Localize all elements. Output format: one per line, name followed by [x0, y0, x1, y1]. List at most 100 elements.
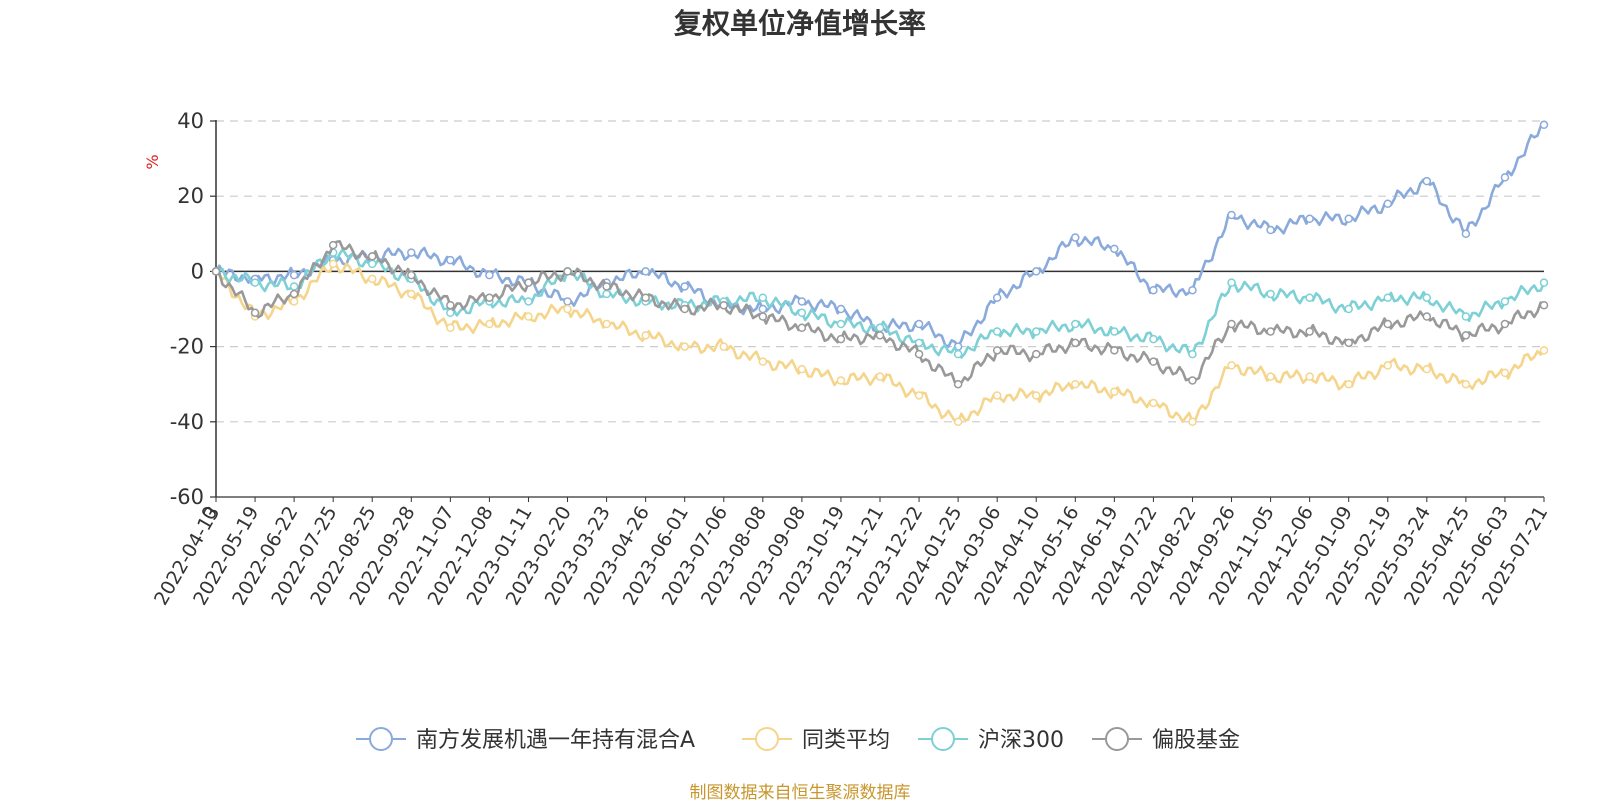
- series-1-point-20: [992, 391, 1002, 400]
- series-1-point-31: [1422, 364, 1432, 374]
- y-tick-label-5: -60: [170, 485, 204, 509]
- series-0-point-6: [446, 255, 455, 265]
- series-1-point-6: [446, 323, 455, 333]
- series-3-point-20: [992, 346, 1002, 355]
- series-3-point-1: [250, 308, 260, 318]
- series-0-point-34: [1539, 120, 1549, 130]
- series-1-point-30: [1383, 361, 1393, 370]
- series-1-point-21: [1031, 391, 1041, 400]
- series-lines: [211, 120, 1549, 427]
- series-0-point-18: [914, 319, 924, 329]
- series-0-point-28: [1305, 214, 1314, 224]
- series-0-point-9: [563, 297, 572, 306]
- legend-label-3[interactable]: 偏股基金: [1152, 728, 1240, 753]
- series-2-point-10: [602, 289, 611, 299]
- x-axis-ticks: 02022-04-132022-05-192022-06-222022-07-2…: [150, 497, 1552, 609]
- series-0-point-32: [1461, 229, 1471, 239]
- series-3-point-26: [1227, 319, 1236, 329]
- series-3-point-25: [1188, 376, 1197, 385]
- series-0-point-20: [992, 293, 1002, 302]
- series-1-point-27: [1266, 372, 1275, 381]
- series-1-point-26: [1227, 361, 1236, 370]
- series-3-point-4: [367, 252, 377, 261]
- series-3-point-14: [758, 312, 768, 321]
- series-3-point-18: [914, 349, 924, 359]
- series-1-point-11: [641, 331, 650, 340]
- series-3-point-28: [1305, 327, 1314, 336]
- chart-title: 复权单位净值增长率: [673, 7, 926, 40]
- series-3-point-30: [1383, 319, 1393, 329]
- series-1-point-16: [836, 376, 846, 385]
- series-0-point-31: [1422, 176, 1432, 186]
- y-axis-ticks: 40 20 0 -20 -40 -60: [170, 109, 216, 509]
- series-3-point-16: [836, 334, 846, 344]
- series-3-point-19: [953, 379, 963, 389]
- series-3-point-21: [1031, 349, 1041, 359]
- series-2-point-33: [1500, 297, 1510, 306]
- series-1-point-2: [289, 297, 299, 306]
- series-3-point-10: [602, 282, 611, 291]
- series-2-point-28: [1305, 293, 1314, 302]
- series-1-point-17: [875, 372, 885, 381]
- series-3-point-7: [485, 293, 494, 302]
- series-2-point-19: [953, 349, 963, 359]
- series-2-point-8: [524, 297, 533, 306]
- series-2-point-23: [1110, 327, 1119, 336]
- series-0-point-24: [1149, 285, 1158, 295]
- series-2-point-24: [1149, 334, 1158, 344]
- series-1-point-10: [602, 319, 611, 329]
- series-2-point-2: [289, 282, 299, 291]
- series-3-point-6: [446, 300, 455, 310]
- series-1-point-23: [1110, 387, 1119, 396]
- series-3-point-8: [524, 278, 533, 287]
- series-3-point-23: [1110, 346, 1119, 355]
- series-0-point-11: [641, 267, 650, 276]
- series-1-point-3: [328, 259, 338, 269]
- series-3-point-15: [797, 323, 807, 333]
- y-tick-label-1: 20: [177, 184, 204, 208]
- series-3-point-2: [289, 289, 299, 299]
- legend-label-1[interactable]: 同类平均: [802, 728, 890, 753]
- series-3-point-11: [641, 293, 650, 302]
- legend-marker-0: [369, 727, 393, 751]
- legend-marker-3: [1105, 727, 1129, 751]
- series-2-point-4: [367, 259, 377, 269]
- series-0-point-25: [1188, 285, 1197, 295]
- series-1-point-25: [1188, 417, 1197, 427]
- series-0-point-29: [1344, 214, 1353, 224]
- legend-marker-1: [755, 727, 779, 751]
- legend-marker-2: [931, 727, 955, 751]
- series-2-point-18: [914, 338, 924, 348]
- series-1-point-19: [953, 417, 963, 427]
- series-2-point-17: [875, 323, 885, 333]
- legend: 南方发展机遇一年持有混合A 同类平均 沪深300 偏股基金: [356, 727, 1240, 753]
- series-1-point-9: [563, 304, 572, 314]
- y-tick-label-0: 40: [177, 109, 204, 133]
- series-2-point-21: [1031, 327, 1041, 336]
- legend-label-0[interactable]: 南方发展机遇一年持有混合A: [416, 728, 695, 753]
- series-0-point-2: [289, 270, 299, 280]
- series-0-point-12: [680, 282, 689, 291]
- series-line-3: [215, 240, 1545, 386]
- series-1-point-15: [797, 364, 807, 374]
- series-3-point-17: [875, 331, 885, 340]
- series-1-point-14: [758, 357, 768, 366]
- series-3-point-0: [211, 267, 221, 276]
- series-1-point-5: [407, 289, 416, 299]
- y-axis-label: %: [143, 154, 162, 169]
- series-0-point-15: [797, 297, 807, 306]
- series-3-point-3: [328, 240, 338, 250]
- series-0-point-7: [485, 270, 494, 280]
- series-0-point-16: [836, 304, 846, 314]
- series-1-point-34: [1539, 346, 1549, 355]
- series-1-point-28: [1305, 372, 1314, 381]
- series-0-point-26: [1227, 210, 1236, 220]
- series-1-point-4: [367, 274, 377, 284]
- series-3-point-24: [1149, 357, 1158, 366]
- legend-label-2[interactable]: 沪深300: [978, 728, 1064, 753]
- series-2-point-20: [992, 327, 1002, 336]
- y-tick-label-4: -40: [170, 410, 204, 434]
- y-tick-label-2: 0: [191, 259, 204, 283]
- series-1-point-33: [1500, 368, 1510, 378]
